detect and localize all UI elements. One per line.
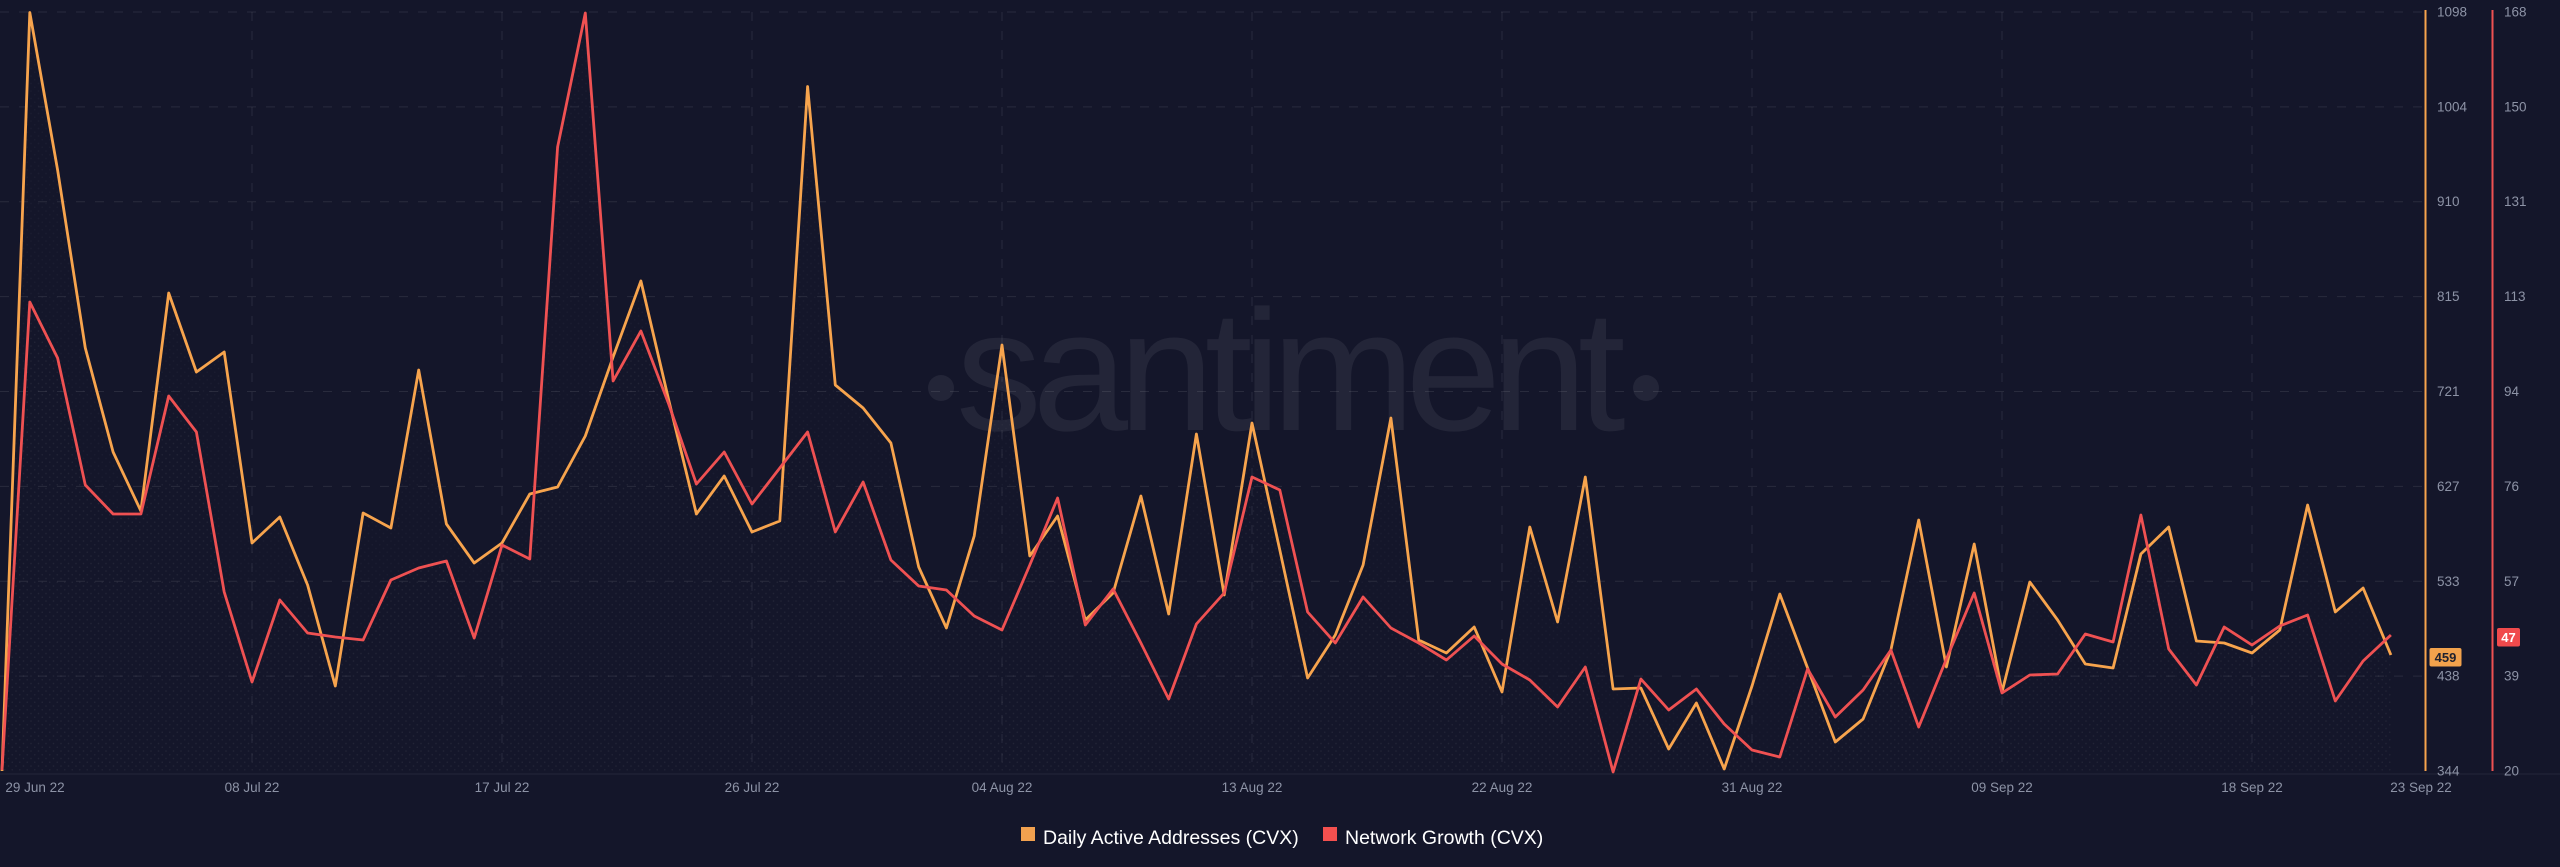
svg-text:627: 627 bbox=[2437, 479, 2460, 494]
svg-text:29 Jun 22: 29 Jun 22 bbox=[5, 780, 64, 795]
svg-text:344: 344 bbox=[2437, 764, 2460, 779]
svg-text:131: 131 bbox=[2504, 194, 2527, 209]
svg-text:39: 39 bbox=[2504, 669, 2519, 684]
svg-text:94: 94 bbox=[2504, 384, 2520, 399]
svg-text:31 Aug 22: 31 Aug 22 bbox=[1722, 780, 1783, 795]
svg-text:08 Jul 22: 08 Jul 22 bbox=[225, 780, 280, 795]
svg-text:santiment: santiment bbox=[956, 275, 1625, 467]
svg-text:113: 113 bbox=[2504, 289, 2526, 304]
svg-text:438: 438 bbox=[2437, 669, 2460, 684]
svg-text:1004: 1004 bbox=[2437, 99, 2468, 114]
svg-text:17 Jul 22: 17 Jul 22 bbox=[475, 780, 530, 795]
svg-text:13 Aug 22: 13 Aug 22 bbox=[1222, 780, 1283, 795]
svg-text:18 Sep 22: 18 Sep 22 bbox=[2221, 780, 2283, 795]
svg-text:76: 76 bbox=[2504, 479, 2519, 494]
svg-text:04 Aug 22: 04 Aug 22 bbox=[972, 780, 1033, 795]
svg-text:57: 57 bbox=[2504, 574, 2519, 589]
svg-text:26 Jul 22: 26 Jul 22 bbox=[725, 780, 780, 795]
svg-text:533: 533 bbox=[2437, 574, 2460, 589]
svg-text:20: 20 bbox=[2504, 764, 2519, 779]
svg-text:22 Aug 22: 22 Aug 22 bbox=[1472, 780, 1533, 795]
svg-text:Network Growth (CVX): Network Growth (CVX) bbox=[1345, 827, 1543, 849]
svg-text:47: 47 bbox=[2501, 630, 2515, 645]
svg-text:1098: 1098 bbox=[2437, 5, 2467, 20]
svg-text:09 Sep 22: 09 Sep 22 bbox=[1971, 780, 2033, 795]
svg-text:459: 459 bbox=[2435, 650, 2457, 665]
svg-text:910: 910 bbox=[2437, 194, 2460, 209]
svg-text:815: 815 bbox=[2437, 289, 2460, 304]
svg-text:Daily Active Addresses (CVX): Daily Active Addresses (CVX) bbox=[1043, 827, 1299, 849]
svg-text:23 Sep 22: 23 Sep 22 bbox=[2390, 780, 2452, 795]
svg-text:168: 168 bbox=[2504, 5, 2527, 20]
svg-text:721: 721 bbox=[2437, 384, 2460, 399]
svg-text:150: 150 bbox=[2504, 99, 2527, 114]
